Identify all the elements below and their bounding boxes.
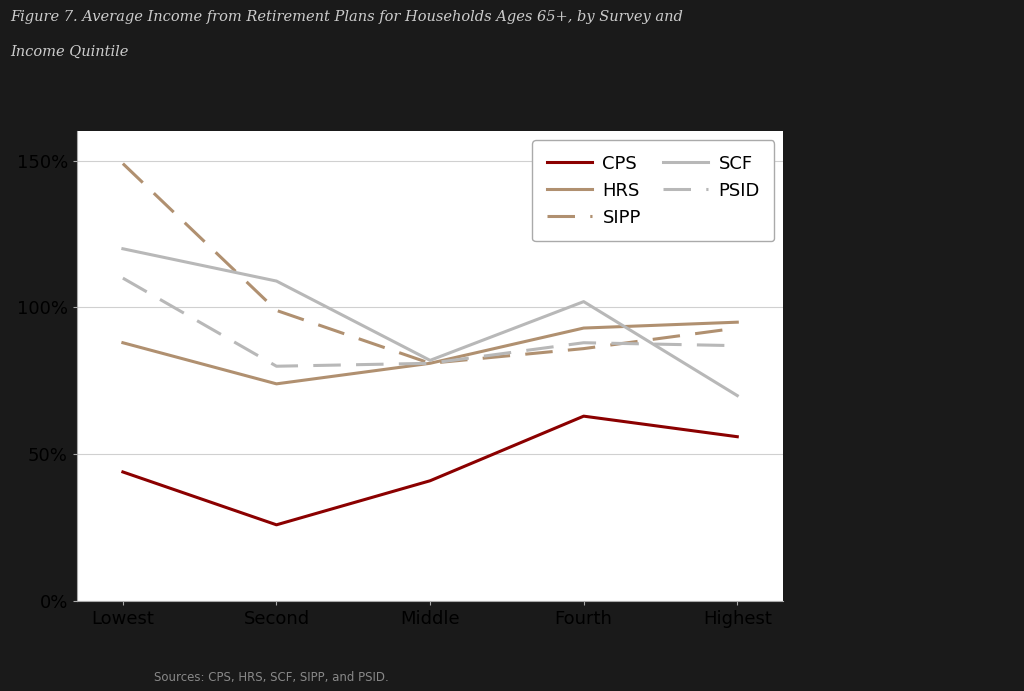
Text: Sources: CPS, HRS, SCF, SIPP, and PSID.: Sources: CPS, HRS, SCF, SIPP, and PSID. <box>154 671 388 684</box>
Text: Income Quintile: Income Quintile <box>10 45 129 59</box>
Legend: CPS, HRS, SIPP, SCF, PSID: CPS, HRS, SIPP, SCF, PSID <box>532 140 774 241</box>
Text: Figure 7. Average Income from Retirement Plans for Households Ages 65+, by Surve: Figure 7. Average Income from Retirement… <box>10 10 683 24</box>
